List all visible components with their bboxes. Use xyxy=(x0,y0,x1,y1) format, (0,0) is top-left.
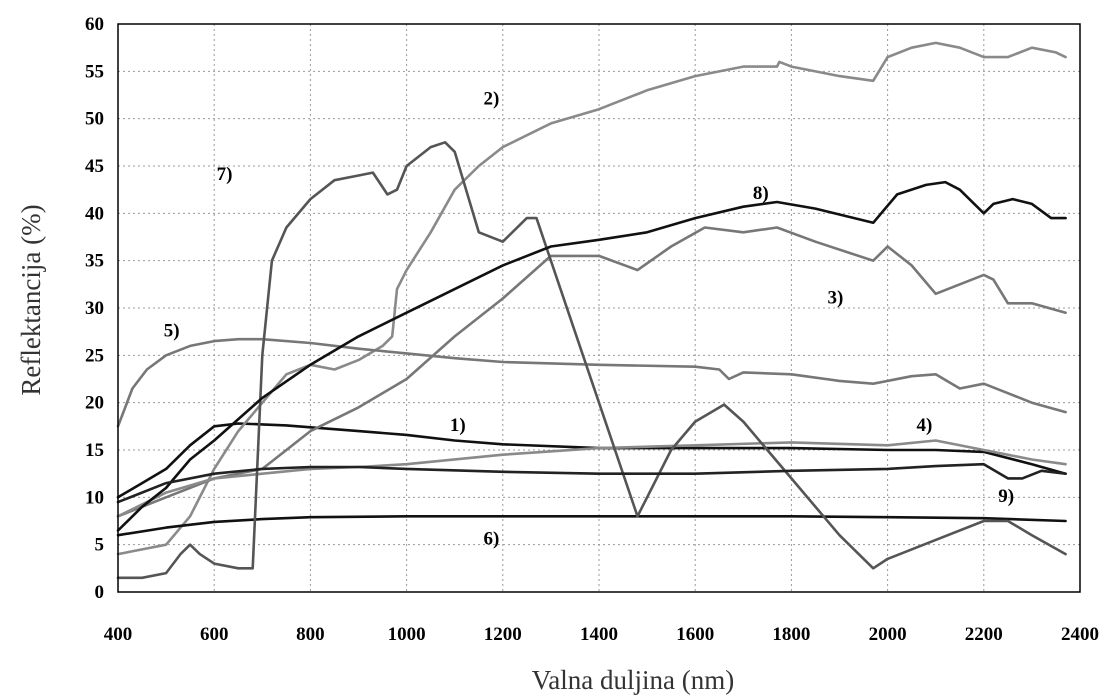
x-tick-label: 2200 xyxy=(965,624,1003,645)
grid xyxy=(118,24,1080,592)
plot-frame xyxy=(117,23,1081,593)
series-label-8: 8) xyxy=(753,183,769,204)
x-tick-label: 800 xyxy=(296,624,325,645)
series-line-5 xyxy=(116,337,1067,428)
y-axis-title: Reflektancija (%) xyxy=(16,204,46,395)
series-line-3 xyxy=(116,226,1067,518)
series-line-4 xyxy=(116,439,1067,518)
series-line-6 xyxy=(116,515,1067,537)
series-label-1: 1) xyxy=(450,415,466,436)
series-label-4: 4) xyxy=(916,415,932,436)
y-tick-label: 20 xyxy=(85,393,104,414)
y-tick-label: 15 xyxy=(85,440,104,461)
y-tick-label: 25 xyxy=(85,345,104,366)
x-tick-label: 2000 xyxy=(869,624,907,645)
series-labels: 1) 2) 3) 4) 5) 6) 7) 8) 9) xyxy=(164,88,1014,549)
x-tick-label: 400 xyxy=(104,624,133,645)
x-tick-label: 2400 xyxy=(1061,624,1099,645)
series-label-3: 3) xyxy=(827,287,843,308)
series-label-2: 2) xyxy=(484,88,500,109)
y-tick-label: 10 xyxy=(85,487,104,508)
x-tick-label: 1200 xyxy=(484,624,522,645)
y-tick-label: 30 xyxy=(85,298,104,319)
x-axis-title: Valna duljina (nm) xyxy=(532,665,734,695)
x-tick-label: 600 xyxy=(200,624,229,645)
series-line-9 xyxy=(116,462,1067,504)
y-tick-label: 5 xyxy=(95,535,105,556)
y-axis-ticks: 0 5 10 15 20 25 30 35 40 45 50 55 60 xyxy=(85,14,104,603)
series-line-8 xyxy=(116,180,1067,532)
x-tick-label: 1400 xyxy=(580,624,618,645)
series-line-2 xyxy=(116,41,1067,556)
x-tick-label: 1800 xyxy=(772,624,810,645)
series-layer xyxy=(116,41,1067,580)
y-tick-label: 55 xyxy=(85,61,104,82)
series-label-5: 5) xyxy=(164,320,180,341)
series-label-6: 6) xyxy=(484,529,500,550)
y-tick-label: 50 xyxy=(85,109,104,130)
y-tick-label: 40 xyxy=(85,203,104,224)
y-tick-label: 60 xyxy=(85,14,104,35)
x-tick-label: 1600 xyxy=(676,624,714,645)
series-label-7: 7) xyxy=(217,164,233,185)
x-tick-label: 1000 xyxy=(388,624,426,645)
y-tick-label: 45 xyxy=(85,156,104,177)
series-line-1 xyxy=(116,422,1067,499)
y-tick-label: 0 xyxy=(95,582,105,603)
x-axis-ticks: 400 600 800 1000 1200 1400 1600 1800 2000 2200 240… xyxy=(104,624,1099,645)
series-label-9: 9) xyxy=(998,486,1014,507)
y-tick-label: 35 xyxy=(85,251,104,272)
series-line-7 xyxy=(116,141,1067,580)
